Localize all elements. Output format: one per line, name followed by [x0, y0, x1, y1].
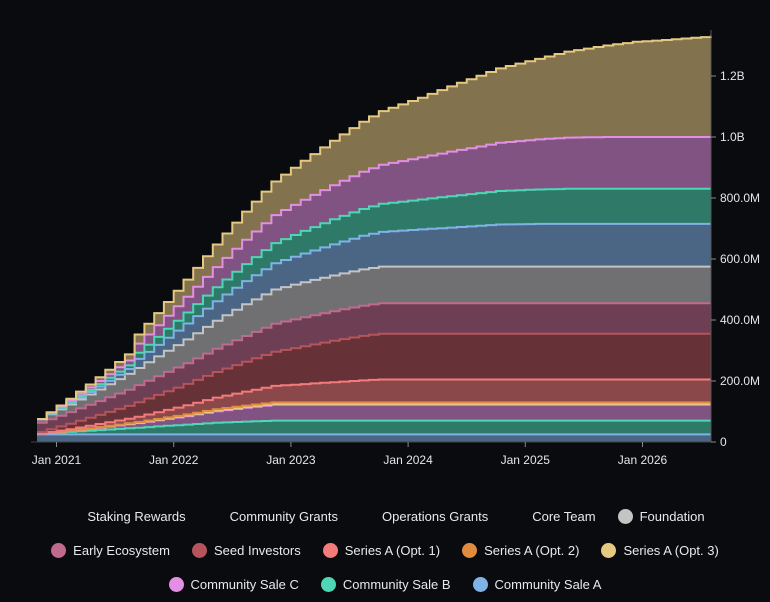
legend-label: Foundation	[639, 509, 705, 524]
legend-swatch-icon	[191, 543, 207, 558]
legend-swatch-icon	[322, 543, 338, 558]
area-staking-rewards[interactable]	[37, 36, 711, 420]
area-layers	[37, 36, 711, 442]
line-series-a-opt-2	[37, 401, 711, 435]
legend-swatch-icon	[65, 509, 81, 524]
legend-item-series-a-opt-1[interactable]: Series A (Opt. 1)	[322, 543, 441, 558]
legend-item-community-sale-b[interactable]: Community Sale B	[320, 577, 451, 592]
line-staking-rewards	[37, 35, 712, 421]
x-tick-label: Jan 2023	[266, 453, 316, 467]
legend-item-operations-grants[interactable]: Operations Grants	[360, 509, 488, 524]
legend-item-series-a-opt-2[interactable]: Series A (Opt. 2)	[462, 543, 579, 558]
legend-label: Staking Rewards	[87, 509, 186, 524]
x-tick-label: Jan 2024	[383, 453, 433, 467]
legend-item-seed-investors[interactable]: Seed Investors	[191, 543, 301, 558]
legend-swatch-icon	[51, 543, 67, 558]
y-tick-label: 0	[720, 435, 727, 449]
legend-item-community-sale-a[interactable]: Community Sale A	[472, 577, 602, 592]
legend-label: Community Sale C	[190, 577, 299, 592]
line-early-ecosystem	[37, 302, 711, 424]
legend-row-3: Community Sale C Community Sale B Communit…	[0, 577, 770, 592]
legend-label: Seed Investors	[213, 543, 301, 558]
area-community-grants[interactable]	[37, 137, 711, 420]
y-axis: 0 200.0M 400.0M 600.0M 800.0M 1.0B 1.2B	[710, 30, 760, 449]
legend-swatch-icon	[320, 577, 336, 592]
legend-item-community-grants[interactable]: Community Grants	[207, 509, 339, 524]
stacked-area-chart: 0 200.0M 400.0M 600.0M 800.0M 1.0B 1.2B Jan 20…	[31, 30, 760, 467]
area-series-a-opt-1[interactable]	[37, 379, 711, 434]
area-top-lines	[37, 35, 712, 436]
legend-label: Core Team	[532, 509, 596, 524]
x-axis: Jan 2021 Jan 2022 Jan 2023 Jan 2024 Jan 2025…	[31, 441, 711, 467]
x-tick-label: Jan 2025	[501, 453, 551, 467]
legend-swatch-icon	[360, 509, 376, 524]
area-foundation[interactable]	[37, 266, 711, 423]
area-early-ecosystem[interactable]	[37, 303, 711, 432]
line-series-a-opt-1	[37, 378, 711, 435]
legend-label: Series A (Opt. 2)	[484, 543, 580, 558]
legend-item-community-sale-c[interactable]: Community Sale C	[168, 577, 299, 592]
legend-swatch-icon	[462, 543, 478, 558]
line-operations-grants	[37, 187, 711, 421]
area-core-team[interactable]	[37, 223, 711, 420]
legend-swatch-icon	[617, 509, 633, 524]
area-operations-grants[interactable]	[37, 188, 711, 420]
y-tick-label: 1.2B	[720, 69, 745, 83]
legend-item-early-ecosystem[interactable]: Early Ecosystem	[51, 543, 170, 558]
legend-label: Community Grants	[229, 509, 339, 524]
y-tick-label: 600.0M	[720, 252, 760, 266]
x-tick-label: Jan 2021	[32, 453, 82, 467]
legend-swatch-icon	[207, 509, 223, 524]
legend-swatch-icon	[601, 543, 617, 558]
line-foundation	[37, 265, 711, 421]
area-community-sale-c[interactable]	[37, 404, 711, 434]
y-tick-label: 200.0M	[720, 374, 760, 388]
legend-label: Series A (Opt. 1)	[344, 543, 441, 558]
legend-item-series-a-opt-3[interactable]: Series A (Opt. 3)	[601, 543, 719, 558]
legend-item-foundation[interactable]: Foundation	[617, 509, 705, 524]
legend-label: Early Ecosystem	[73, 543, 170, 558]
legend-swatch-icon	[472, 577, 488, 592]
legend-item-core-team[interactable]: Core Team	[510, 509, 596, 524]
legend-label: Series A (Opt. 3)	[623, 543, 719, 558]
legend-swatch-icon	[168, 577, 184, 592]
y-tick-label: 400.0M	[720, 313, 760, 327]
line-seed-investors	[37, 332, 711, 433]
legend-row-2: Early Ecosystem Seed Investors Series A (O…	[0, 543, 770, 558]
y-tick-label: 1.0B	[720, 130, 745, 144]
legend-label: Community Sale B	[342, 577, 451, 592]
area-seed-investors[interactable]	[37, 333, 711, 434]
legend-item-staking-rewards[interactable]: Staking Rewards	[65, 509, 186, 524]
legend-label: Community Sale A	[494, 577, 602, 592]
legend-swatch-icon	[510, 509, 526, 524]
area-community-sale-a[interactable]	[37, 434, 711, 442]
line-community-grants	[37, 136, 711, 421]
line-community-sale-b	[37, 419, 711, 435]
line-core-team	[37, 222, 711, 421]
y-tick-label: 800.0M	[720, 191, 760, 205]
x-tick-label: Jan 2022	[149, 453, 199, 467]
legend-row-1: Staking Rewards Community Grants Operation…	[0, 509, 770, 524]
x-tick-label: Jan 2026	[618, 453, 668, 467]
legend-label: Operations Grants	[382, 509, 489, 524]
